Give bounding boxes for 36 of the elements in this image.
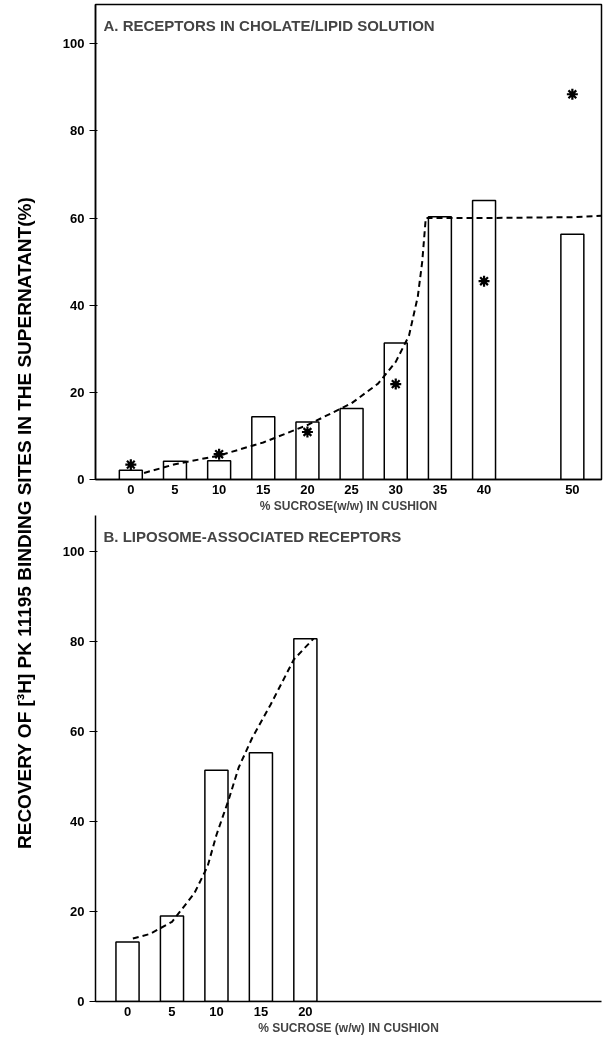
- x-tick-label: 10: [211, 481, 227, 497]
- x-axis-title: % SUCROSE (w/w) IN CUSHION: [258, 1020, 439, 1035]
- point: [212, 447, 226, 461]
- point: [565, 87, 579, 101]
- x-tick-label: 20: [298, 1003, 313, 1019]
- point: [124, 458, 138, 472]
- x-axis-title: % SUCROSE(w/w) IN CUSHION: [259, 498, 438, 513]
- y-tick-label: 60: [70, 724, 85, 739]
- y-tick-label: 40: [70, 814, 85, 829]
- x-tick-label: 0: [123, 1003, 132, 1019]
- point: [300, 425, 315, 439]
- y-tick-label: 20: [70, 904, 85, 919]
- y-tick-label: 20: [70, 384, 85, 400]
- y-tick-label: 40: [70, 297, 85, 313]
- text: B. LIPOSOME-ASSOCIATED RECEPTORS: [103, 527, 402, 545]
- y-tick-label: 80: [70, 123, 85, 139]
- y-tick-label: 60: [70, 210, 85, 226]
- y-tick-label: 100: [62, 36, 85, 52]
- x-tick-label: 0: [127, 481, 135, 497]
- y-tick-label: 100: [62, 544, 85, 559]
- text: A. RECEPTORS IN CHOLATE/LIPID SOLUTION: [103, 16, 435, 34]
- y-tick-label: 80: [70, 634, 85, 649]
- x-tick-label: 35: [432, 481, 448, 497]
- x-tick-label: 10: [209, 1003, 224, 1019]
- x-tick-label: 15: [256, 481, 271, 497]
- x-tick-label: 50: [565, 481, 580, 497]
- y-axis-title: RECOVERY OF [³H] PK 11195 BINDING SITES IN THE SUPERNATANT(%): [13, 197, 37, 850]
- x-tick-label: 20: [300, 481, 315, 497]
- x-tick-label: 40: [476, 481, 492, 497]
- x-tick-label: 5: [171, 481, 179, 497]
- x-tick-label: 30: [388, 481, 403, 497]
- point: [477, 274, 491, 288]
- x-tick-label: 5: [168, 1003, 176, 1019]
- point: [389, 377, 403, 391]
- x-tick-label: 25: [344, 481, 359, 497]
- x-tick-label: 15: [253, 1003, 269, 1019]
